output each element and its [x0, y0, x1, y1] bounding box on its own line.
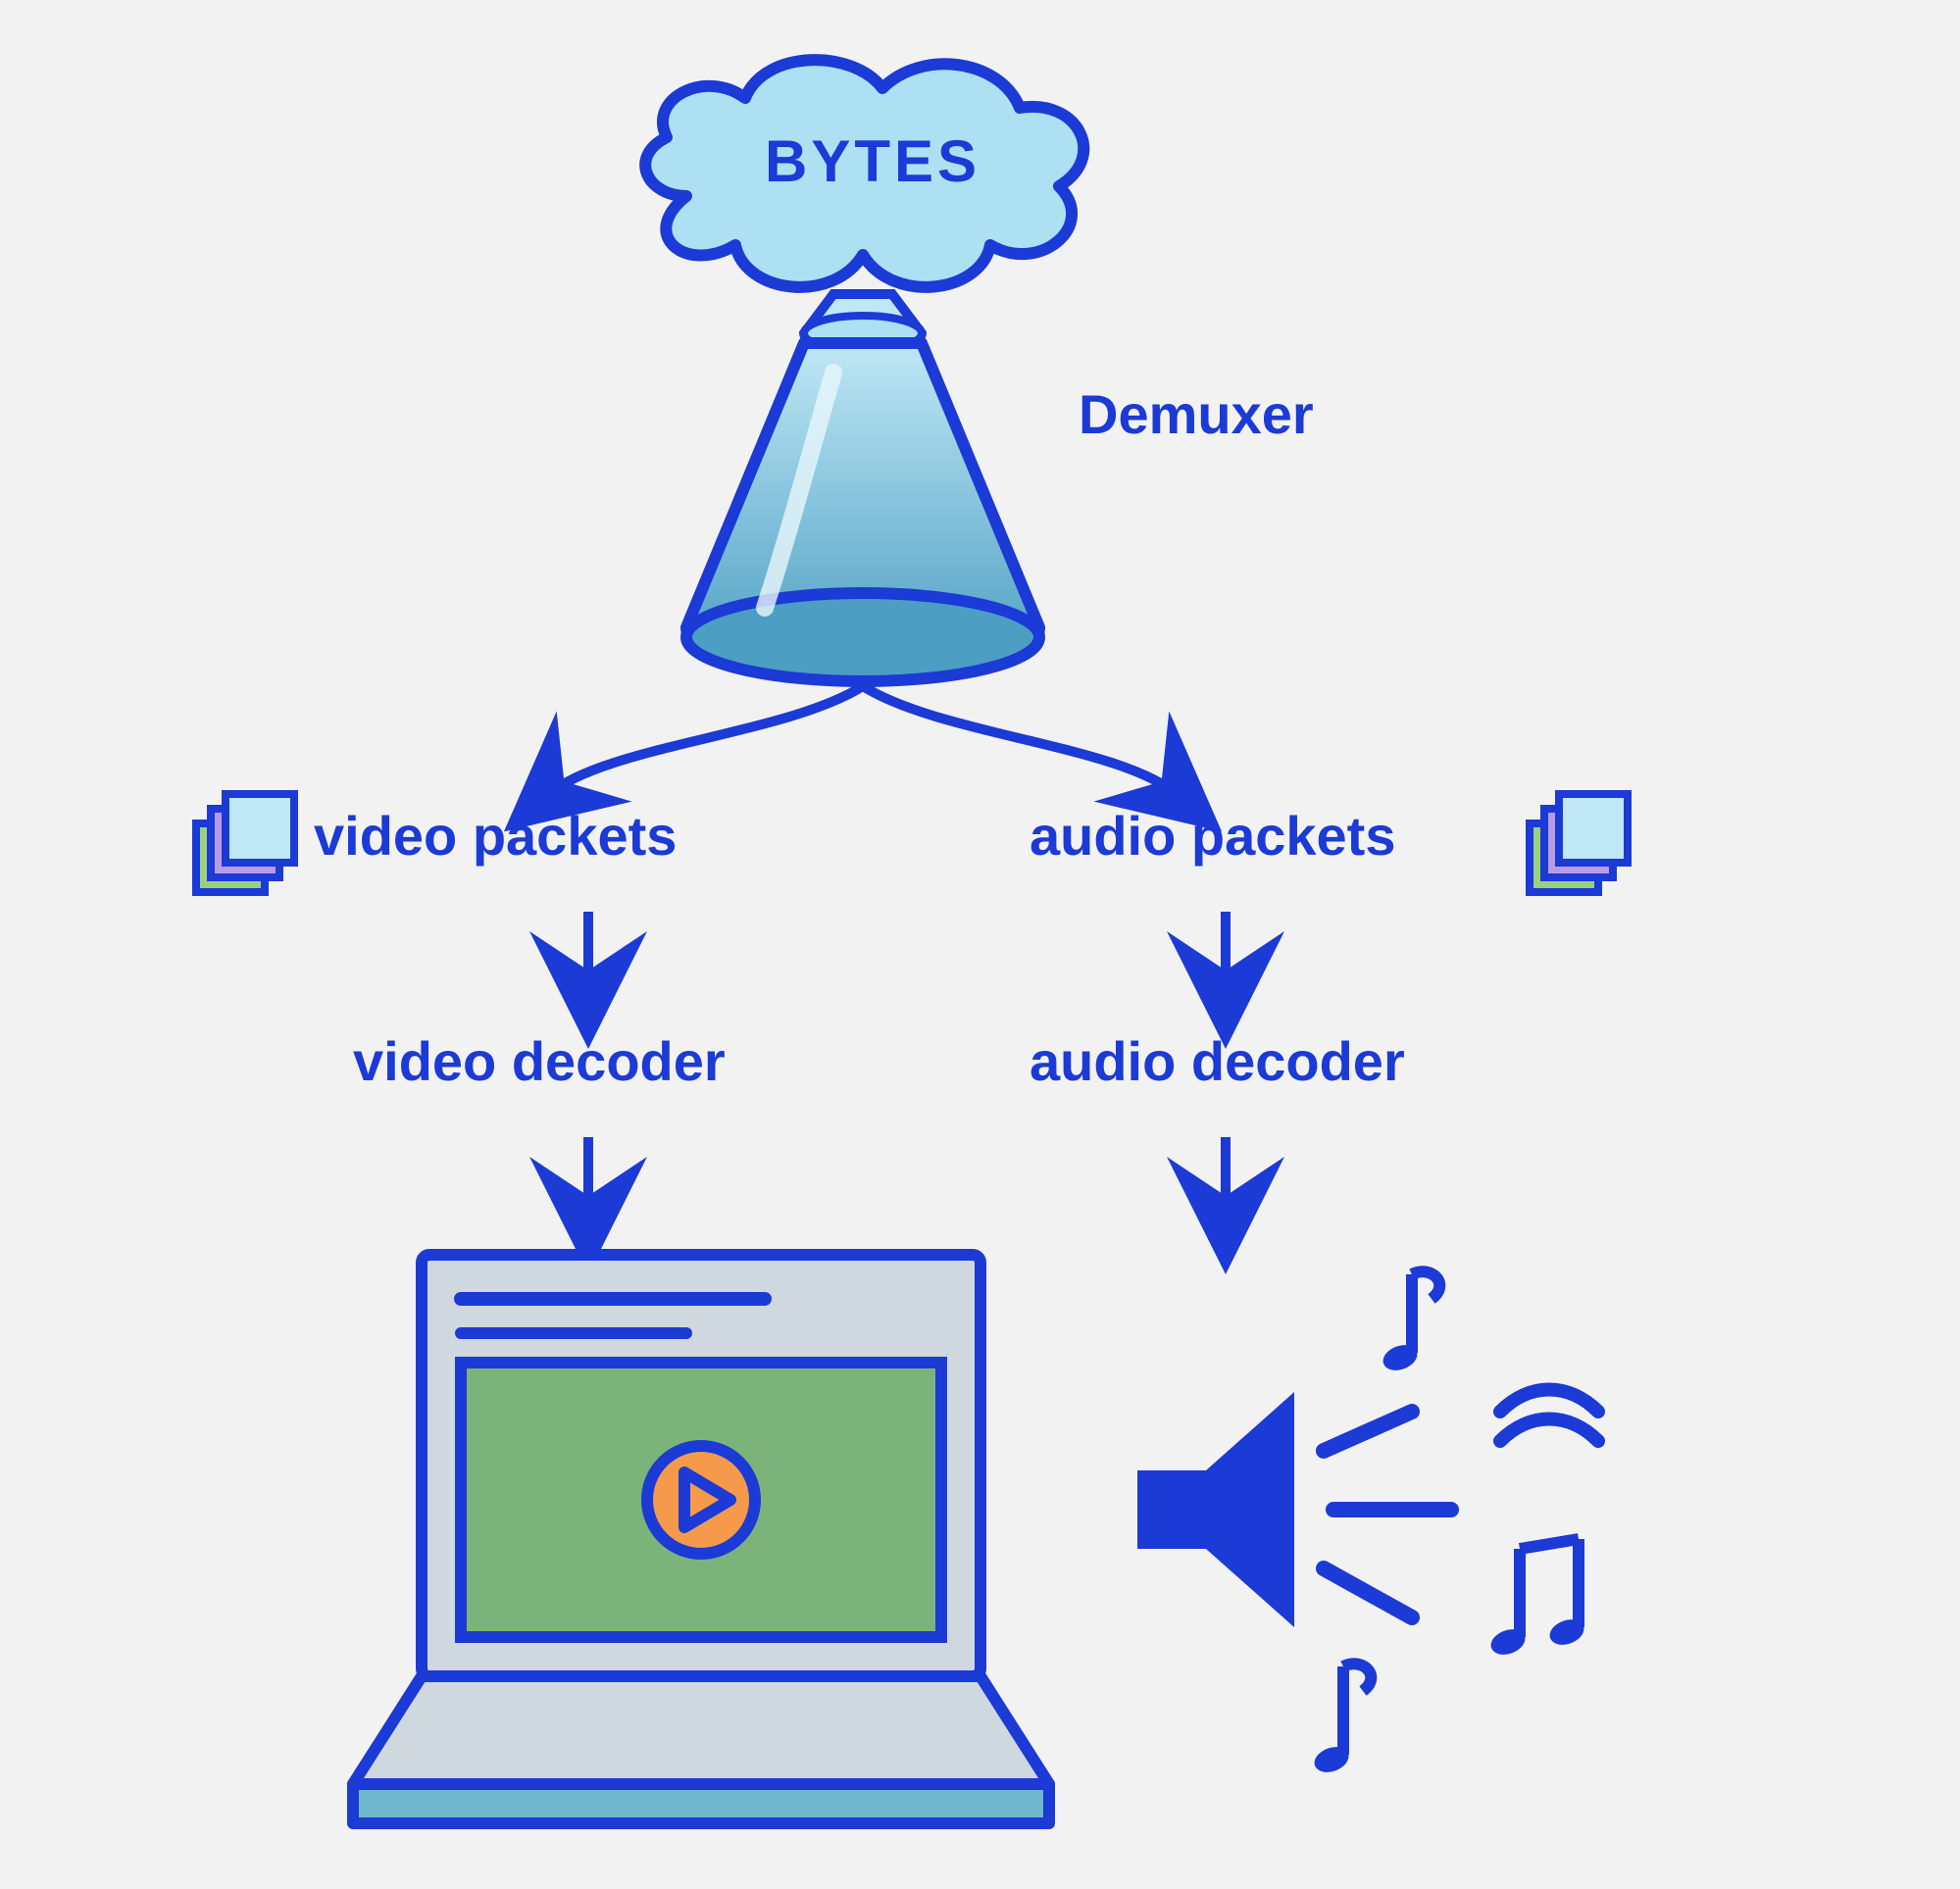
audio-decoder-label: audio decoder — [1030, 1029, 1405, 1093]
bytes-label: BYTES — [765, 127, 980, 195]
audio-packets-label: audio packets — [1030, 804, 1395, 868]
diagram-svg — [0, 0, 1960, 1889]
packets-icon-right — [1530, 794, 1628, 892]
edge-funnel-audio — [863, 686, 1177, 794]
music-note-icon — [1311, 1664, 1371, 1776]
video-decoder-label: video decoder — [353, 1029, 726, 1093]
music-note-icon — [1500, 1390, 1598, 1442]
video-packets-label: video packets — [314, 804, 677, 868]
music-note-icon — [1380, 1271, 1439, 1374]
funnel-icon — [686, 294, 1039, 681]
diagram-stage: BYTES Demuxer video packets audio packet… — [0, 0, 1960, 1889]
speaker-icon — [1137, 1271, 1598, 1776]
edge-funnel-video — [549, 686, 863, 794]
packets-icon-left — [196, 794, 294, 892]
demuxer-label: Demuxer — [1079, 382, 1314, 446]
laptop-icon — [353, 1255, 1049, 1823]
music-note-icon — [1487, 1539, 1587, 1659]
